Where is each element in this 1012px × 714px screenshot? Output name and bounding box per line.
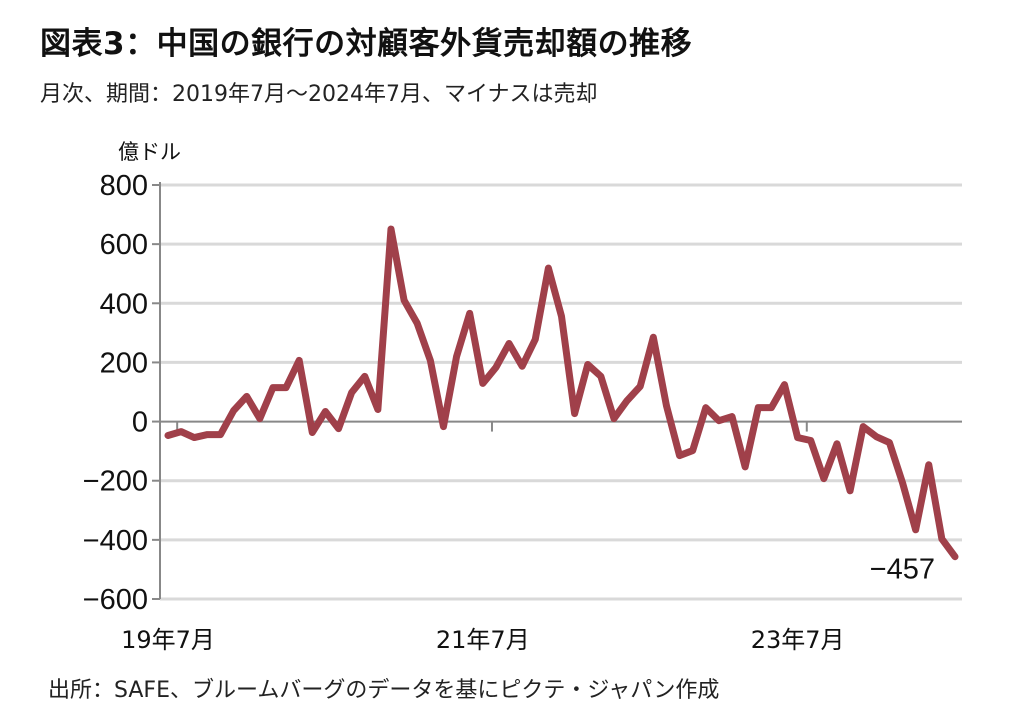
source-note: 出所：SAFE、ブルームバーグのデータを基にピクテ・ジャパン作成 xyxy=(48,678,720,703)
y-tick-label: 400 xyxy=(100,288,148,320)
x-tick-label: 23年7月 xyxy=(751,626,845,654)
chart-title: 図表3：中国の銀行の対顧客外貨売却額の推移 xyxy=(40,26,693,62)
y-tick-label: 200 xyxy=(100,347,148,379)
data-label-last: −457 xyxy=(870,554,935,586)
y-tick-label: 800 xyxy=(100,170,148,202)
chart-subtitle: 月次、期間：2019年7月～2024年7月、マイナスは売却 xyxy=(40,82,598,107)
y-tick-label: −200 xyxy=(83,466,148,498)
x-tick-label: 21年7月 xyxy=(436,626,530,654)
y-axis-unit-label: 億ドル xyxy=(118,140,181,164)
y-tick-label: −600 xyxy=(83,584,148,616)
x-tick-label: 19年7月 xyxy=(121,626,215,654)
series-line xyxy=(164,225,959,561)
y-tick-label: 600 xyxy=(100,229,148,261)
y-tick-label: −400 xyxy=(83,525,148,557)
y-tick-label: 0 xyxy=(132,407,148,439)
